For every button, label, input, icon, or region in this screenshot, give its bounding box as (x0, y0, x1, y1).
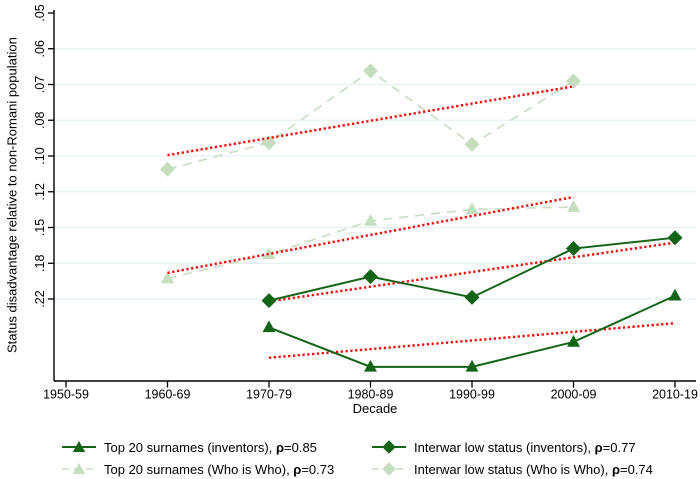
trend-line (167, 85, 574, 157)
diamond-marker-icon (372, 462, 406, 476)
gridlines (54, 48, 696, 300)
trend-lines (167, 85, 676, 359)
triangle-marker-icon (62, 441, 96, 452)
diamond-marker-icon (261, 135, 277, 151)
legend-entry-top20-inventors: Top 20 surnames (inventors), ρ=0.85 (60, 437, 317, 457)
legend-label: Top 20 surnames (Who is Who), ρ=0.73 (104, 461, 335, 477)
diamond-marker-icon (363, 269, 378, 285)
triangle-marker-icon (567, 200, 580, 212)
y-tick-label: .15 (33, 219, 47, 236)
legend-label: Interwar low status (inventors), ρ=0.77 (414, 439, 636, 455)
series-top-20-surnames-inventors- (262, 288, 682, 372)
diamond-marker-icon (566, 241, 581, 257)
triangle-marker-icon (262, 320, 276, 333)
series-interwar-low-status-who-is-who- (160, 63, 581, 177)
y-tick-label: .18 (33, 255, 47, 272)
triangle-marker-icon (567, 334, 580, 347)
legend-entry-top20-whoiswho: Top 20 surnames (Who is Who), ρ=0.73 (60, 459, 334, 479)
y-tick-label: .22 (33, 290, 47, 307)
diamond-marker-icon (160, 161, 175, 177)
y-axis-title: Status disadvantage relative to non-Roma… (4, 37, 20, 354)
triangle-marker-icon (364, 213, 377, 226)
triangle-marker-icon (465, 202, 479, 215)
triangle-marker-icon (262, 247, 276, 260)
series-top-20-surnames-who-is-who- (161, 200, 580, 284)
trend-line (268, 321, 676, 359)
legend-label: Top 20 surnames (inventors), ρ=0.85 (104, 439, 317, 455)
x-tick-label: 1950-59 (43, 388, 89, 402)
x-tick-label: 1990-99 (449, 388, 495, 402)
x-tick-label: 1980-89 (348, 388, 394, 402)
diamond-marker-icon (566, 73, 581, 89)
diamond-marker-icon (464, 289, 480, 305)
diamond-marker-icon (363, 63, 378, 79)
series-interwar-low-status-inventors- (261, 230, 683, 309)
x-tick-label: 1960-69 (145, 388, 191, 402)
axes: .05 .06 .07 .08 .10 .12 .15 .18 .22 1950-59 1960-6… (33, 4, 698, 401)
trend-line (268, 241, 676, 303)
legend-entry-interwar-inventors: Interwar low status (inventors), ρ=0.77 (370, 437, 636, 457)
x-axis-title: Decade (352, 401, 398, 416)
x-tick-label: 2000-09 (551, 388, 597, 402)
y-tick-label: .10 (33, 147, 47, 164)
diamond-marker-icon (261, 293, 277, 309)
y-tick-label: .06 (33, 40, 47, 57)
y-tick-label: .05 (33, 4, 47, 21)
legend-label: Interwar low status (Who is Who), ρ=0.74 (414, 461, 653, 477)
x-tick-label: 1970-79 (246, 388, 292, 402)
y-tick-label: .12 (33, 183, 47, 200)
triangle-marker-icon (62, 463, 96, 474)
y-tick-label: .07 (33, 76, 47, 93)
legend-entry-interwar-whoiswho: Interwar low status (Who is Who), ρ=0.74 (370, 459, 653, 479)
x-tick-label: 2010-19 (652, 388, 698, 402)
diamond-marker-icon (667, 230, 683, 246)
triangle-marker-icon (161, 271, 174, 284)
triangle-marker-icon (465, 359, 479, 372)
triangle-marker-icon (668, 288, 682, 301)
trend-line (167, 195, 574, 275)
diamond-marker-icon (372, 440, 406, 454)
diamond-marker-icon (464, 136, 480, 152)
y-tick-label: .08 (33, 112, 47, 129)
triangle-marker-icon (364, 359, 377, 372)
